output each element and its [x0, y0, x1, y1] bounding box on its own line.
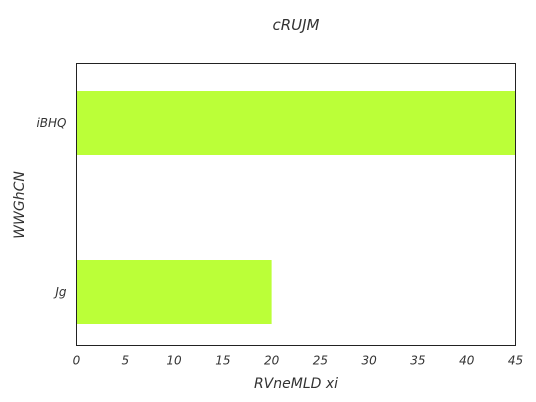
- y-tick-labels: iBHQ Jg: [36, 116, 66, 299]
- x-tick-label: 20: [264, 354, 280, 368]
- x-tick-label: 45: [508, 354, 523, 368]
- y-tick-label: Jg: [53, 285, 67, 299]
- x-axis-label: RVneMLD xi: [254, 376, 338, 392]
- x-tick-label: 25: [313, 354, 328, 368]
- y-tick-label: iBHQ: [36, 116, 66, 130]
- y-axis-label: WWGhCN: [12, 171, 28, 239]
- x-tick-label: 0: [73, 354, 81, 368]
- plot-area-frame: [76, 63, 516, 346]
- x-tick-label: 35: [410, 354, 425, 368]
- bar-iBHQ: [76, 91, 516, 155]
- bars-group: [76, 91, 516, 324]
- x-tick-label: 15: [215, 354, 230, 368]
- x-axis-ticks: 0 5 10 15 20 25 30 35 40 45: [73, 354, 523, 368]
- x-tick-label: 5: [121, 354, 129, 368]
- bar-Jg: [76, 260, 272, 324]
- x-tick-label: 40: [459, 354, 475, 368]
- x-tick-label: 30: [362, 354, 378, 368]
- x-tick-label: 10: [166, 354, 182, 368]
- chart-title: cRUJM: [272, 16, 319, 34]
